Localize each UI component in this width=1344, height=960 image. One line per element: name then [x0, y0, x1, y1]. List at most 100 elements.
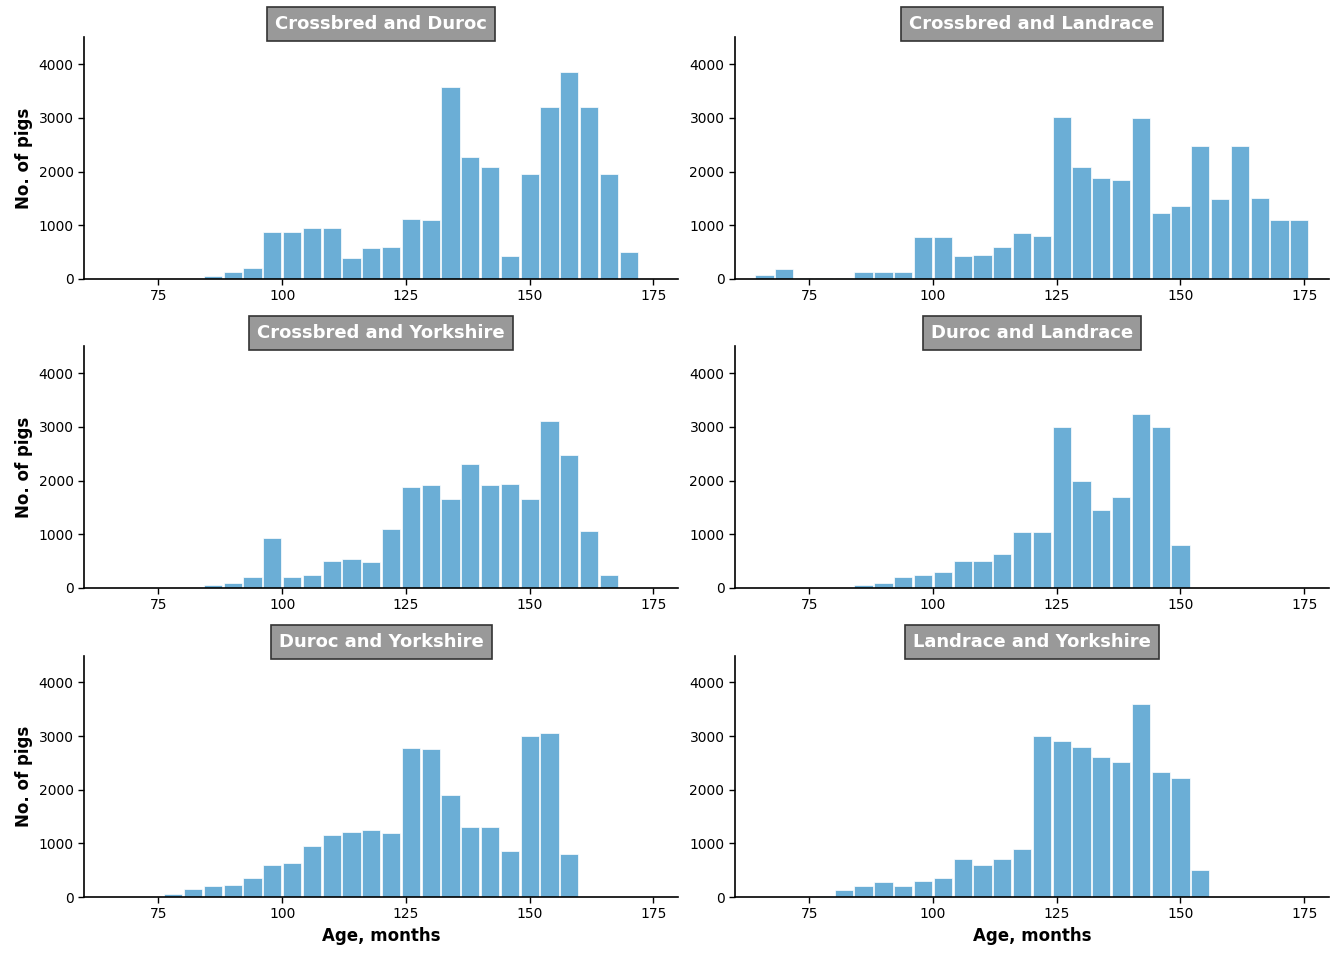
Bar	[1132, 118, 1150, 278]
Bar	[973, 561, 992, 588]
Bar	[1052, 741, 1071, 897]
Bar	[520, 736, 539, 897]
Bar	[934, 237, 952, 278]
Bar	[973, 865, 992, 897]
Bar	[1250, 199, 1269, 278]
Bar	[560, 455, 578, 588]
Bar	[993, 859, 1011, 897]
Bar	[934, 878, 952, 897]
Bar	[1270, 220, 1289, 278]
Bar	[164, 895, 183, 897]
Y-axis label: No. of pigs: No. of pigs	[15, 417, 34, 517]
Bar	[343, 831, 360, 897]
Bar	[1032, 736, 1051, 897]
Title: Duroc and Yorkshire: Duroc and Yorkshire	[278, 634, 484, 651]
Bar	[520, 499, 539, 588]
Bar	[855, 586, 872, 588]
Bar	[1152, 772, 1169, 897]
Bar	[875, 273, 892, 278]
Bar	[599, 574, 618, 588]
Y-axis label: No. of pigs: No. of pigs	[15, 108, 34, 208]
Bar	[263, 538, 281, 588]
Title: Landrace and Yorkshire: Landrace and Yorkshire	[913, 634, 1150, 651]
Bar	[481, 486, 499, 588]
Bar	[284, 232, 301, 278]
Bar	[343, 559, 360, 588]
Bar	[993, 554, 1011, 588]
Bar	[581, 108, 598, 278]
Bar	[382, 247, 401, 278]
Bar	[934, 572, 952, 588]
Bar	[914, 574, 933, 588]
Bar	[1111, 180, 1130, 278]
Bar	[1013, 849, 1031, 897]
Bar	[894, 273, 913, 278]
Bar	[1172, 778, 1189, 897]
Bar	[1052, 427, 1071, 588]
Bar	[481, 828, 499, 897]
Bar	[1172, 206, 1189, 278]
Bar	[540, 733, 559, 897]
Bar	[323, 561, 341, 588]
Bar	[1111, 762, 1130, 897]
Bar	[263, 865, 281, 897]
Bar	[362, 562, 380, 588]
Bar	[461, 828, 480, 897]
Bar	[302, 846, 321, 897]
Bar	[243, 577, 262, 588]
Bar	[441, 499, 460, 588]
Bar	[441, 87, 460, 278]
Title: Crossbred and Duroc: Crossbred and Duroc	[276, 15, 487, 33]
Bar	[894, 886, 913, 897]
Bar	[1111, 496, 1130, 588]
Bar	[1191, 146, 1210, 278]
Bar	[894, 577, 913, 588]
Bar	[1093, 178, 1110, 278]
Bar	[560, 72, 578, 278]
Bar	[204, 276, 222, 278]
Bar	[875, 882, 892, 897]
Bar	[1052, 117, 1071, 278]
Bar	[302, 575, 321, 588]
Bar	[184, 889, 202, 897]
Bar	[855, 272, 872, 278]
Bar	[223, 583, 242, 588]
Bar	[243, 268, 262, 278]
Title: Crossbred and Yorkshire: Crossbred and Yorkshire	[257, 324, 505, 342]
Bar	[1013, 233, 1031, 278]
Bar	[581, 531, 598, 588]
Bar	[1013, 532, 1031, 588]
Bar	[284, 577, 301, 588]
Bar	[599, 174, 618, 278]
Bar	[204, 886, 222, 897]
Bar	[1032, 236, 1051, 278]
Bar	[323, 228, 341, 278]
Bar	[204, 586, 222, 588]
Bar	[284, 863, 301, 897]
Bar	[620, 252, 638, 278]
X-axis label: Age, months: Age, months	[323, 927, 441, 945]
Bar	[1073, 167, 1090, 278]
Bar	[835, 890, 853, 897]
Bar	[1093, 510, 1110, 588]
Bar	[223, 885, 242, 897]
Bar	[1152, 427, 1169, 588]
Bar	[1093, 757, 1110, 897]
Bar	[914, 237, 933, 278]
Bar	[263, 231, 281, 278]
Bar	[441, 795, 460, 897]
Bar	[1073, 747, 1090, 897]
Bar	[875, 583, 892, 588]
Bar	[362, 249, 380, 278]
Bar	[953, 256, 972, 278]
Bar	[501, 485, 519, 588]
Bar	[501, 851, 519, 897]
Bar	[501, 256, 519, 278]
Bar	[1073, 481, 1090, 588]
Bar	[461, 157, 480, 278]
Bar	[402, 219, 419, 278]
Bar	[422, 486, 439, 588]
Bar	[1172, 545, 1189, 588]
Bar	[1132, 414, 1150, 588]
Bar	[461, 465, 480, 588]
